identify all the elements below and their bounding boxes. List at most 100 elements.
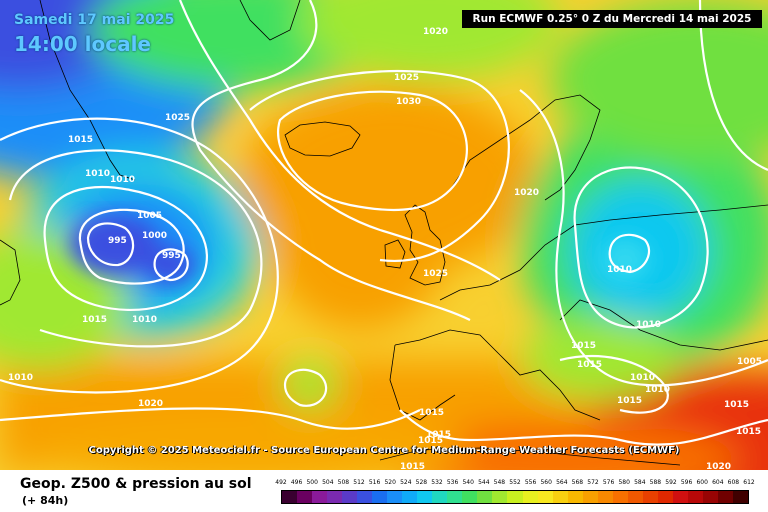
- isobar-label: 1010: [132, 315, 157, 325]
- legend-tick: 596: [680, 479, 693, 486]
- legend-swatch: [612, 491, 628, 503]
- legend-tick: 512: [353, 479, 365, 486]
- britain-outline: [404, 204, 446, 286]
- legend-swatch: [657, 491, 673, 503]
- isobar-label: 1010: [645, 385, 670, 395]
- legend-tick: 608: [727, 479, 740, 486]
- legend-swatch: [462, 491, 478, 503]
- isobar-label: 1010: [85, 169, 110, 179]
- isobars: [0, 0, 768, 446]
- isobar-1010-balkan: [559, 354, 669, 414]
- legend-tick: 532: [431, 479, 443, 486]
- isobar-label: 1015: [617, 396, 642, 406]
- isobar-label: 1025: [423, 269, 448, 279]
- isobar-1005-low: [43, 186, 208, 312]
- legend-tick: 564: [556, 479, 568, 486]
- isobar-label: 1015: [82, 315, 107, 325]
- legend-tick: 592: [665, 479, 677, 486]
- isobar-1020-west: [191, 0, 471, 321]
- legend-swatch: [627, 491, 643, 503]
- isobar-1025-west: [178, 0, 501, 281]
- isobar-label: 1010: [110, 175, 135, 185]
- forecast-map: 1020 1025 1030 1025 1015 1010 1010 1005 …: [0, 0, 768, 470]
- isobar-label: 1030: [396, 97, 421, 107]
- legend-swatch: [702, 491, 718, 503]
- isobar-1010-east: [573, 166, 709, 329]
- forecast-lead-time: (+ 84h): [22, 494, 69, 507]
- legend-swatch: [387, 491, 403, 503]
- isobar-label: 1015: [571, 341, 596, 351]
- legend-tick: 584: [634, 479, 646, 486]
- model-run-label: Run ECMWF 0.25° 0 Z du Mercredi 14 mai 2…: [462, 10, 762, 28]
- isobar-label: 1015: [724, 400, 749, 410]
- forecast-time: 14:00 locale: [14, 32, 151, 56]
- legend-swatch: [672, 491, 688, 503]
- legend-swatch: [522, 491, 538, 503]
- legend-tick-labels: 492 496 500 504 508 512 516 520 524 528 532 536 540 5…: [275, 479, 754, 489]
- legend-tick: 496: [290, 479, 303, 486]
- legend-tick: 572: [587, 479, 599, 486]
- legend-swatch: [357, 491, 373, 503]
- isobar-1025-ridge: [249, 69, 510, 262]
- legend-swatch: [537, 491, 553, 503]
- isobar-label: 1010: [607, 265, 632, 275]
- legend-swatch: [312, 491, 328, 503]
- isobar-label: 1000: [142, 231, 167, 241]
- isobar-1010-low: [8, 149, 263, 348]
- legend-swatch: [687, 491, 703, 503]
- isobar-label: 1015: [426, 430, 451, 440]
- isobar-995-a: [86, 222, 135, 267]
- legend-tick: 604: [712, 479, 724, 486]
- map-canvas: 1020 1025 1030 1025 1015 1010 1010 1005 …: [0, 0, 768, 470]
- legend-tick: 524: [400, 479, 412, 486]
- isobar-label: 1015: [400, 462, 425, 470]
- isobar-label: 1015: [577, 360, 602, 370]
- isobar-label: 1025: [394, 73, 419, 83]
- north-africa-coast: [379, 447, 681, 466]
- legend-swatch: [297, 491, 313, 503]
- isobar-1015-east: [519, 89, 768, 387]
- legend-tick: 508: [337, 479, 350, 486]
- legend-tick: 552: [509, 479, 521, 486]
- greenland-west-coast: [39, 0, 136, 181]
- legend-swatch: [327, 491, 343, 503]
- legend-tick: 528: [415, 479, 428, 486]
- isobar-1010-center: [608, 233, 651, 274]
- isobar-label: 1010: [630, 373, 655, 383]
- legend-tick: 540: [462, 479, 474, 486]
- legend-tick: 600: [696, 479, 708, 486]
- isobar-labels: 1020 1025 1030 1025 1015 1010 1010 1005 …: [8, 27, 762, 470]
- legend-swatch: [417, 491, 433, 503]
- scandinavia-outline: [449, 94, 601, 201]
- legend-tick: 548: [493, 479, 506, 486]
- isobar-label: 1005: [737, 357, 762, 367]
- legend-swatch: [597, 491, 613, 503]
- labrador-coast: [0, 239, 21, 306]
- copyright-notice: Copyright © 2025 Meteociel.fr - Source E…: [88, 445, 680, 456]
- isobar-label: 1020: [514, 188, 539, 198]
- isobar-1020-atlas: [283, 368, 328, 407]
- black-sea-region: [559, 299, 768, 351]
- isobar-label: 1010: [636, 320, 661, 330]
- isobar-label: 1025: [165, 113, 190, 123]
- isobar-label: 995: [162, 251, 181, 261]
- legend-tick: 580: [618, 479, 630, 486]
- isobar-1020-south: [0, 407, 421, 430]
- isobar-995-b: [153, 248, 189, 282]
- legend-swatch: [552, 491, 568, 503]
- legend-swatch: [447, 491, 463, 503]
- legend-tick: 568: [571, 479, 584, 486]
- legend-tick: 500: [306, 479, 318, 486]
- legend-swatch: [717, 491, 733, 503]
- isobar-1000-low: [78, 208, 185, 285]
- legend-tick: 556: [524, 479, 537, 486]
- legend-tick: 588: [649, 479, 662, 486]
- mediterranean-north-coast: [394, 329, 601, 421]
- greenland-east-coast: [239, 0, 301, 41]
- legend-tick: 536: [446, 479, 459, 486]
- legend-tick: 516: [368, 479, 381, 486]
- legend-swatch: [402, 491, 418, 503]
- legend-swatch: [732, 491, 748, 503]
- legend-swatch: [492, 491, 508, 503]
- isobar-label: 1015: [736, 427, 761, 437]
